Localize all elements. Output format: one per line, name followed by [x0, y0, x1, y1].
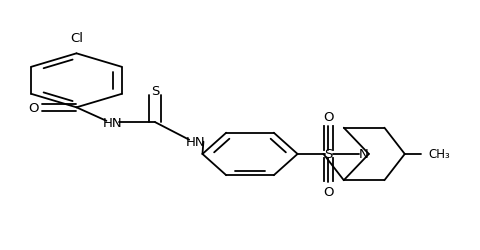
- Text: HN: HN: [102, 116, 122, 129]
- Text: O: O: [28, 102, 39, 114]
- Text: N: N: [359, 148, 368, 161]
- Text: S: S: [150, 84, 159, 97]
- Text: Cl: Cl: [70, 32, 83, 44]
- Text: O: O: [323, 111, 333, 124]
- Text: O: O: [323, 185, 333, 198]
- Text: CH₃: CH₃: [428, 148, 449, 161]
- Text: S: S: [324, 148, 332, 161]
- Text: HN: HN: [185, 136, 204, 148]
